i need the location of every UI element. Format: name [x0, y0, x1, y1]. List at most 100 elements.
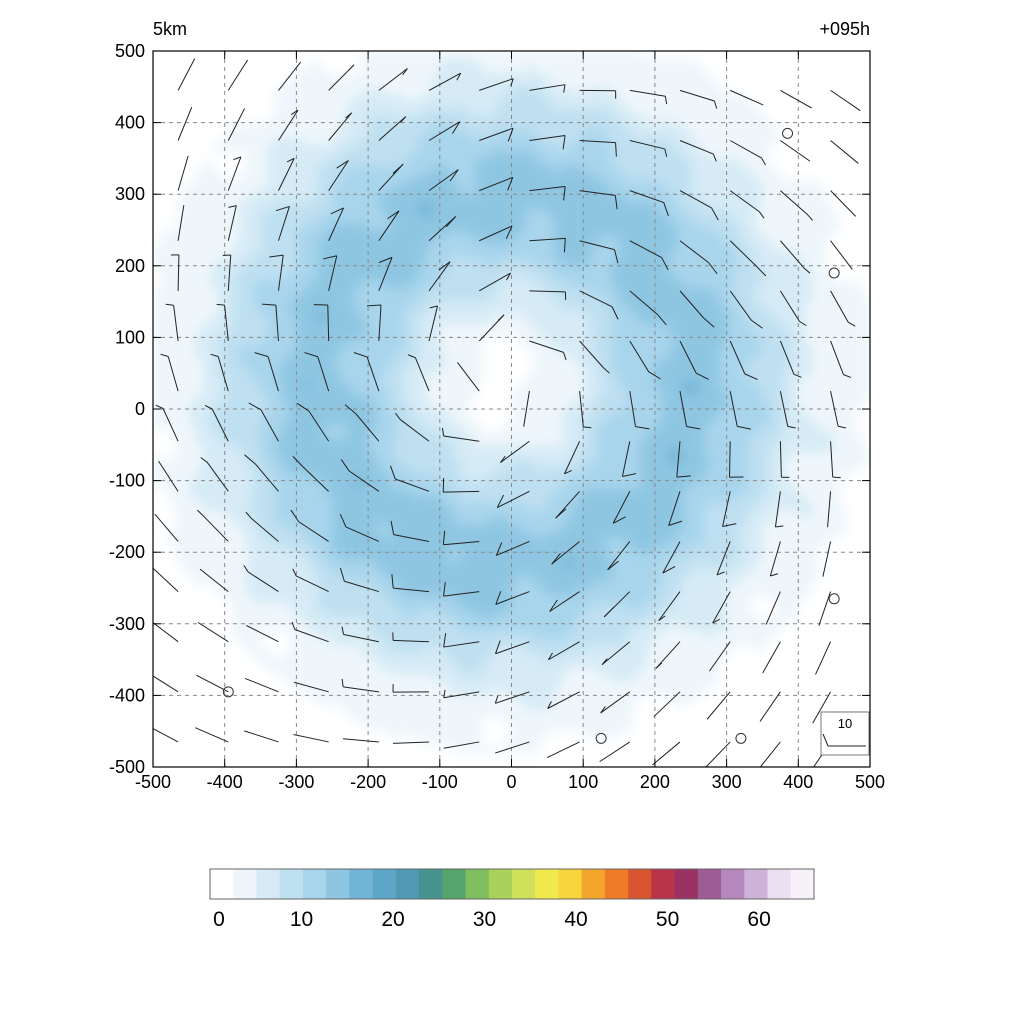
field-cell: [432, 201, 441, 210]
field-cell: [217, 437, 226, 446]
field-cell: [203, 301, 211, 310]
field-cell: [375, 72, 384, 81]
field-cell: [339, 480, 348, 489]
field-cell: [375, 588, 384, 596]
field-cell: [160, 323, 168, 331]
field-cell: [174, 709, 183, 718]
field-cell: [468, 530, 477, 539]
field-cell: [360, 323, 369, 331]
field-cell: [332, 588, 341, 596]
field-cell: [461, 423, 470, 432]
field-cell: [375, 294, 384, 303]
field-cell: [489, 588, 498, 596]
field-cell: [439, 623, 448, 632]
field-cell: [511, 158, 520, 167]
field-cell: [260, 72, 269, 81]
field-cell: [468, 645, 477, 654]
field-cell: [188, 51, 197, 59]
field-cell: [303, 480, 312, 489]
field-cell: [454, 373, 462, 381]
field-cell: [339, 394, 348, 403]
field-cell: [188, 716, 197, 725]
field-cell: [482, 208, 491, 217]
field-cell: [196, 502, 204, 510]
field-cell: [253, 194, 262, 202]
field-cell: [511, 129, 520, 138]
field-cell: [289, 122, 297, 131]
field-cell: [403, 101, 412, 109]
field-cell: [267, 144, 276, 152]
field-cell: [325, 58, 333, 66]
field-cell: [511, 752, 520, 761]
field-cell: [253, 287, 262, 296]
field-cell: [468, 129, 477, 138]
field-cell: [296, 115, 305, 124]
field-cell: [217, 401, 226, 410]
field-cell: [403, 638, 412, 646]
field-cell: [375, 502, 384, 510]
field-cell: [296, 616, 305, 625]
field-cell: [382, 559, 391, 568]
field-cell: [375, 630, 384, 639]
field-cell: [475, 588, 484, 596]
field-cell: [310, 595, 319, 603]
field-cell: [181, 129, 190, 138]
field-cell: [497, 129, 505, 138]
field-cell: [475, 716, 484, 725]
field-cell: [196, 136, 204, 145]
field-cell: [382, 681, 391, 689]
field-cell: [260, 516, 269, 525]
field-cell: [418, 616, 427, 625]
field-cell: [489, 72, 498, 81]
field-cell: [188, 315, 197, 324]
field-cell: [317, 265, 326, 274]
field-cell: [188, 230, 197, 238]
field-cell: [332, 394, 341, 403]
field-cell: [310, 194, 319, 202]
field-cell: [196, 222, 204, 231]
field-cell: [375, 201, 384, 210]
field-cell: [303, 487, 312, 496]
field-cell: [418, 552, 427, 560]
field-cell: [310, 151, 319, 159]
field-cell: [332, 308, 341, 317]
field-cell: [332, 136, 341, 145]
field-cell: [504, 473, 513, 482]
field-cell: [339, 351, 348, 360]
field-cell: [274, 523, 283, 532]
field-cell: [203, 630, 211, 639]
field-cell: [439, 688, 448, 696]
field-cell: [317, 122, 326, 131]
field-cell: [217, 459, 226, 467]
field-cell: [153, 537, 161, 546]
field-cell: [160, 58, 168, 66]
field-cell: [339, 151, 348, 159]
field-cell: [296, 129, 305, 138]
field-cell: [153, 258, 161, 267]
field-cell: [246, 688, 254, 696]
field-cell: [231, 93, 240, 102]
field-cell: [360, 681, 369, 689]
field-cell: [346, 272, 355, 281]
field-cell: [489, 537, 498, 546]
field-cell: [439, 444, 448, 453]
field-cell: [396, 473, 405, 482]
field-cell: [181, 315, 190, 324]
field-cell: [153, 451, 161, 460]
field-cell: [432, 215, 441, 224]
field-cell: [188, 158, 197, 167]
field-cell: [325, 673, 333, 682]
field-cell: [439, 509, 448, 517]
field-cell: [382, 530, 391, 539]
field-cell: [360, 115, 369, 124]
field-cell: [282, 609, 290, 618]
field-cell: [217, 79, 226, 88]
field-cell: [346, 294, 355, 303]
field-cell: [475, 337, 484, 346]
field-cell: [253, 602, 262, 611]
field-cell: [332, 129, 341, 138]
field-cell: [360, 502, 369, 510]
field-cell: [174, 179, 183, 188]
field-cell: [339, 358, 348, 367]
field-cell: [396, 437, 405, 446]
